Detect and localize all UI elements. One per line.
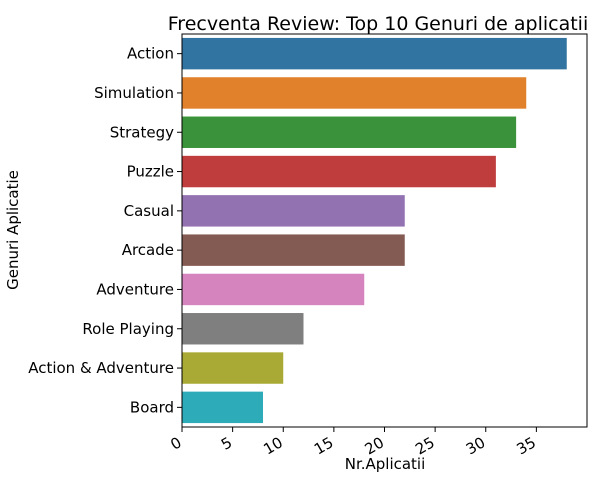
bar-board: [182, 391, 263, 424]
bar-action-adventure: [182, 352, 284, 384]
category-label: Simulation: [94, 84, 174, 102]
x-tick-label: 15: [311, 433, 337, 458]
bar-casual: [182, 195, 405, 227]
chart-title: Frecventa Review: Top 10 Genuri de aplic…: [168, 13, 588, 35]
x-tick-label: 35: [514, 433, 540, 458]
x-axis-label: Nr.Aplicatii: [345, 455, 426, 473]
x-tick-label: 5: [218, 433, 235, 453]
category-label: Adventure: [96, 280, 174, 298]
category-label: Strategy: [110, 123, 174, 141]
x-tick-label: 10: [260, 433, 286, 458]
x-tick-label: 30: [463, 433, 489, 458]
bar-puzzle: [182, 155, 496, 188]
category-labels: Action Simulation Strategy Puzzle Casual Arca…: [28, 45, 182, 416]
category-label: Role Playing: [82, 320, 174, 338]
category-label: Puzzle: [127, 163, 174, 181]
bar-simulation: [182, 77, 527, 109]
bar-action: [182, 37, 567, 70]
x-tick-label: 0: [167, 433, 184, 453]
x-ticks: 0 5 10 15 20 25 30 35: [167, 427, 539, 459]
plot-frame: [181, 33, 588, 428]
bar-role-playing: [182, 313, 304, 345]
category-label: Action: [127, 45, 174, 63]
category-label: Action & Adventure: [28, 359, 174, 377]
bar-strategy: [182, 116, 517, 148]
bars-group: [182, 37, 567, 424]
bar-adventure: [182, 273, 365, 306]
category-label: Casual: [124, 202, 174, 220]
category-label: Board: [130, 398, 174, 416]
y-axis-label: Genuri Aplicatie: [4, 170, 22, 290]
bar-arcade: [182, 234, 405, 266]
category-label: Arcade: [122, 241, 174, 259]
